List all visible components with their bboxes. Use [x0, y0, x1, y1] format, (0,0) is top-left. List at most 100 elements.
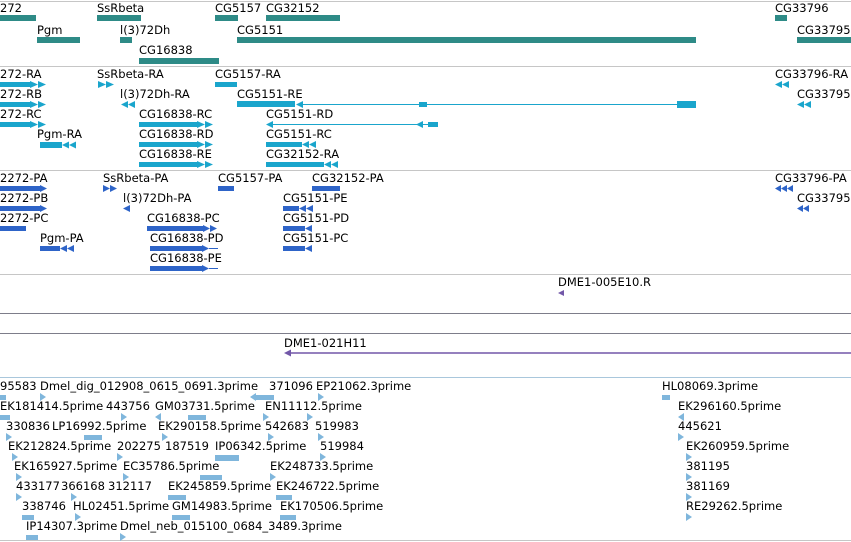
est-bar[interactable] [200, 475, 222, 480]
transcript-label[interactable]: CG16838-RC [139, 107, 213, 121]
est-label[interactable]: 433177 [16, 479, 60, 493]
exon[interactable] [0, 122, 30, 127]
transcript-label[interactable]: Pgm-RA [37, 127, 82, 141]
est-label[interactable]: EK165927.5prime [14, 459, 118, 473]
protein-label[interactable]: CG16838-PE [150, 251, 222, 265]
gene-bar[interactable] [266, 15, 340, 21]
exon[interactable] [0, 102, 30, 107]
est-label[interactable]: 366168 [61, 479, 105, 493]
exon[interactable] [139, 122, 197, 127]
protein-label[interactable]: CG16838-PD [150, 231, 224, 245]
est-label[interactable]: 381195 [686, 459, 730, 473]
protein-label[interactable]: 2272-PC [0, 211, 49, 225]
cds[interactable] [0, 226, 26, 231]
est-label[interactable]: EK260959.5prime [686, 439, 790, 453]
est-bar[interactable] [84, 435, 102, 440]
est-bar[interactable] [188, 415, 206, 420]
est-label[interactable]: HL08069.3prime [662, 379, 759, 393]
cds[interactable] [0, 186, 40, 191]
protein-label[interactable]: CG33795 [797, 191, 851, 205]
est-label[interactable]: EK296160.5prime [678, 399, 782, 413]
transcript-label[interactable]: l(3)72Dh-RA [120, 87, 190, 101]
protein-label[interactable]: l(3)72Dh-PA [123, 191, 192, 205]
est-label[interactable]: EN11112.5prime [265, 399, 362, 413]
gene-bar[interactable] [120, 37, 132, 43]
transcript-label[interactable]: SsRbeta-RA [97, 67, 164, 81]
est-bar[interactable] [280, 515, 296, 520]
cds[interactable] [283, 226, 305, 231]
est-label[interactable]: EK248733.5prime [270, 459, 374, 473]
est-bar[interactable] [256, 395, 274, 400]
protein-label[interactable]: CG5157-PA [218, 171, 283, 185]
est-bar[interactable] [172, 515, 190, 520]
est-label[interactable]: 371096 [269, 379, 313, 393]
gene-bar[interactable] [0, 15, 36, 21]
est-label[interactable]: 330836 [6, 419, 50, 433]
gene-label[interactable]: l(3)72Dh [120, 23, 171, 37]
gene-label[interactable]: CG16838 [139, 43, 193, 57]
est-label[interactable]: 519984 [320, 439, 364, 453]
gene-bar[interactable] [237, 37, 696, 43]
est-label[interactable]: 312117 [108, 479, 152, 493]
est-label[interactable]: Dmel_dig_012908_0615_0691.3prime [40, 379, 259, 393]
est-bar[interactable] [662, 395, 670, 400]
gene-label[interactable]: CG5157 [215, 1, 262, 15]
protein-label[interactable]: CG5151-PC [283, 231, 349, 245]
cds[interactable] [312, 186, 340, 191]
transcript-label[interactable]: CG5157-RA [215, 67, 281, 81]
est-label[interactable]: 187519 [165, 439, 209, 453]
strand-arrow[interactable] [558, 290, 564, 296]
est-bar[interactable] [276, 495, 292, 500]
transcript-label[interactable]: 272-RB [0, 87, 42, 101]
transcript-label[interactable]: CG16838-RE [139, 147, 212, 161]
protein-label[interactable]: CG5151-PE [283, 191, 348, 205]
est-label[interactable]: Dmel_neb_015100_0684_3489.3prime [120, 519, 342, 533]
est-label[interactable]: EP21062.3prime [316, 379, 412, 393]
exon[interactable] [139, 162, 197, 167]
exon[interactable] [677, 101, 696, 108]
est-label[interactable]: EK181414.5prime [0, 399, 104, 413]
gene-label[interactable]: SsRbeta [97, 1, 145, 15]
protein-label[interactable]: CG16838-PC [147, 211, 220, 225]
transcript-label[interactable]: CG5151-RD [266, 107, 334, 121]
est-label[interactable]: IP06342.5prime [215, 439, 307, 453]
exon[interactable] [266, 142, 302, 147]
est-label[interactable]: IP14307.3prime [26, 519, 118, 533]
exon[interactable] [139, 142, 197, 147]
est-bar[interactable] [26, 535, 38, 540]
est-label[interactable]: 519983 [315, 419, 359, 433]
est-label[interactable]: EK245859.5prime [168, 479, 272, 493]
clone-label[interactable]: DME1-021H11 [284, 336, 367, 350]
cds[interactable] [40, 246, 60, 251]
est-label[interactable]: EK246722.5prime [276, 479, 380, 493]
est-label[interactable]: LP16992.5prime [52, 419, 147, 433]
gene-label[interactable]: CG32152 [266, 1, 320, 15]
protein-label[interactable]: CG5151-PD [283, 211, 350, 225]
exon[interactable] [419, 102, 427, 107]
protein-label[interactable]: Pgm-PA [40, 231, 84, 245]
gene-bar[interactable] [97, 15, 141, 21]
cds[interactable] [283, 246, 305, 251]
est-label[interactable]: RE29262.5prime [686, 499, 783, 513]
est-label[interactable]: 338746 [22, 499, 66, 513]
gene-bar[interactable] [215, 15, 238, 21]
est-bar[interactable] [168, 495, 186, 500]
est-bar[interactable] [215, 455, 239, 461]
cds[interactable] [218, 186, 234, 191]
exon[interactable] [237, 101, 295, 107]
protein-label[interactable]: 2272-PB [0, 191, 49, 205]
protein-label[interactable]: 2272-PA [0, 171, 48, 185]
gene-bar[interactable] [139, 58, 219, 64]
transcript-label[interactable]: 272-RC [0, 107, 42, 121]
exon[interactable] [428, 122, 438, 127]
est-label[interactable]: 95583 [0, 379, 37, 393]
est-bar[interactable] [0, 415, 10, 420]
gene-label[interactable]: CG5151 [237, 23, 284, 37]
gene-label[interactable]: CG33795 [797, 23, 851, 37]
gene-bar[interactable] [775, 15, 787, 21]
exon[interactable] [0, 82, 30, 87]
cds[interactable] [0, 206, 40, 211]
protein-label[interactable]: SsRbeta-PA [103, 171, 169, 185]
est-label[interactable]: 202275 [117, 439, 161, 453]
transcript-label[interactable]: CG5151-RC [266, 127, 332, 141]
